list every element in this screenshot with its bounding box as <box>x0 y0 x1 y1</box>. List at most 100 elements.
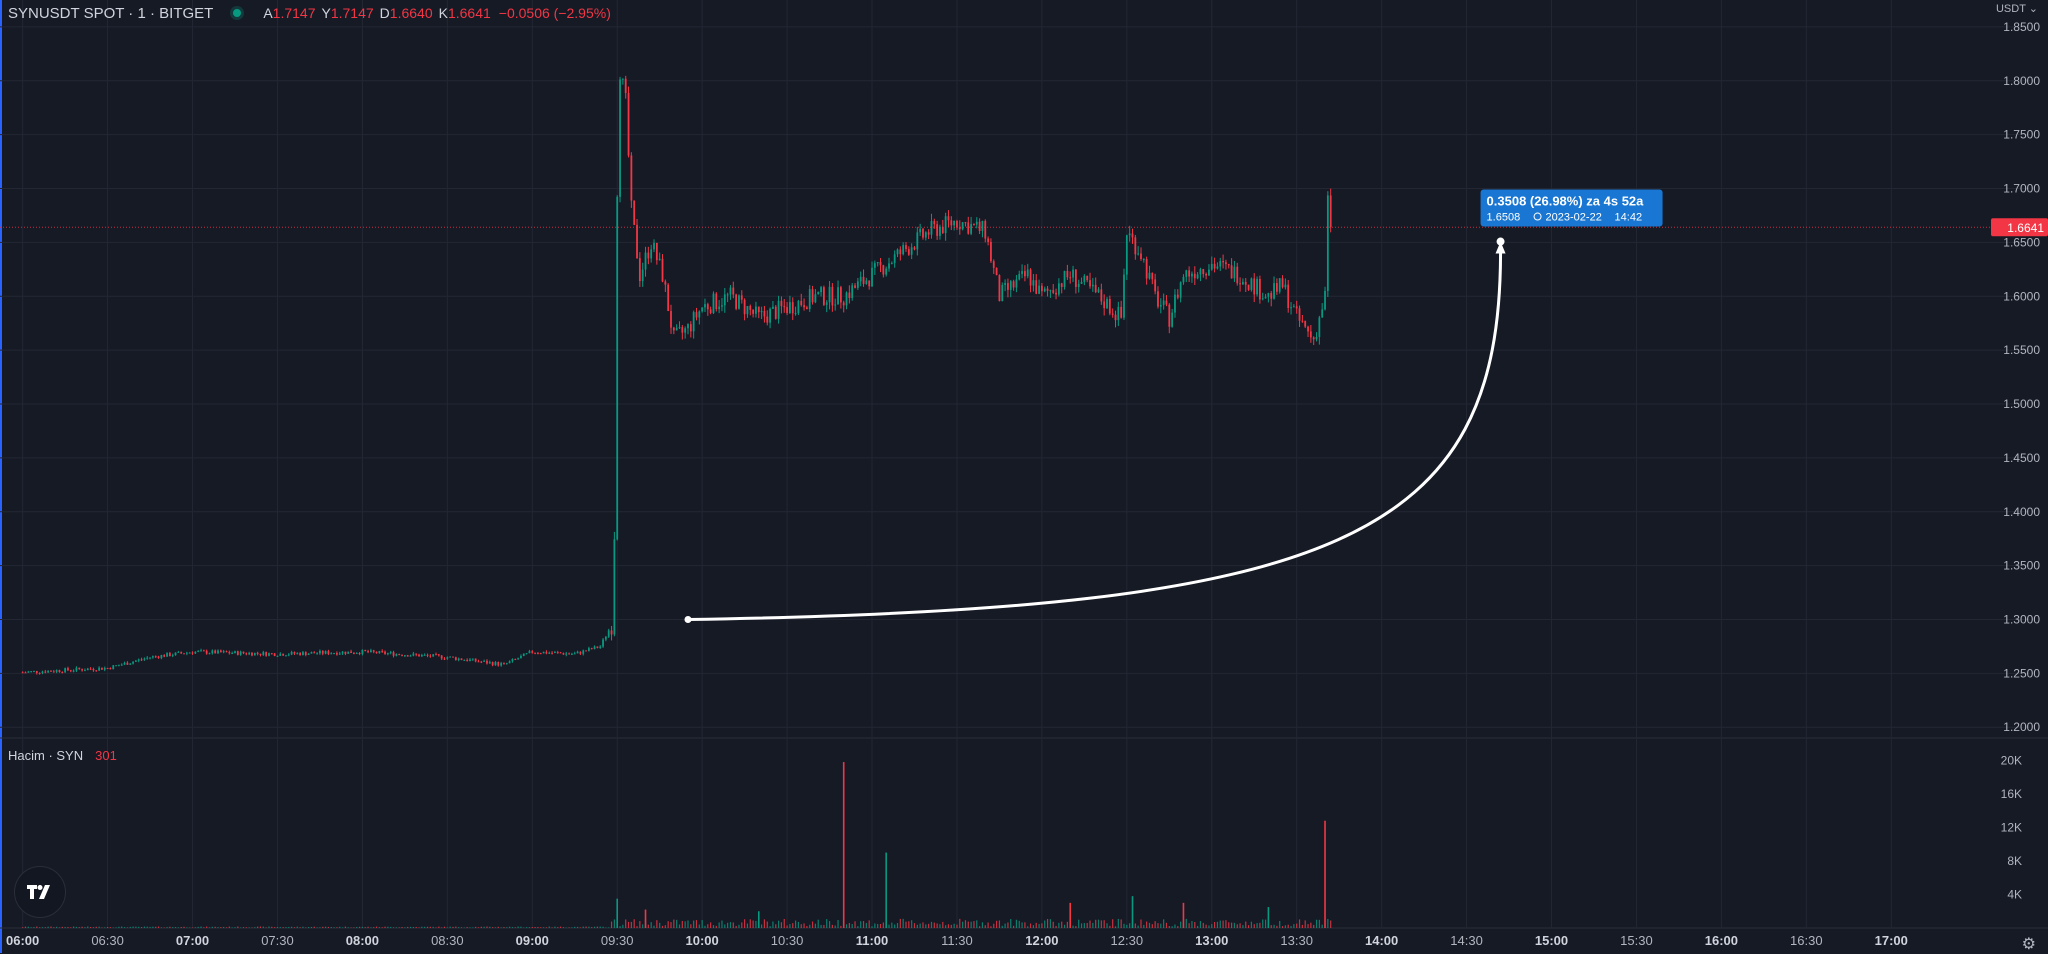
candle-body <box>777 300 780 319</box>
volume-bar <box>576 926 579 928</box>
volume-bar <box>797 921 800 928</box>
candle-body <box>497 662 500 666</box>
volume-bar <box>316 927 318 928</box>
volume-bar <box>902 918 904 928</box>
candle-body <box>984 220 987 239</box>
candle-body <box>1066 270 1069 278</box>
candle-body <box>800 300 803 306</box>
candle-body <box>1145 258 1148 279</box>
volume-bar <box>568 927 570 928</box>
gear-icon[interactable]: ⚙ <box>2021 936 2036 953</box>
candle-body <box>307 653 310 655</box>
volume-bar <box>1233 922 1236 928</box>
volume-bar <box>1157 923 1159 928</box>
time-tick-label: 14:00 <box>1365 933 1398 948</box>
candle-body <box>211 650 214 654</box>
volume-bar <box>1230 922 1233 928</box>
volume-bar <box>370 927 372 928</box>
annotation-subtext: 1.6508 <box>1487 212 1521 224</box>
volume-bar <box>392 927 395 928</box>
volume-bar <box>1106 923 1108 928</box>
candle-body <box>98 667 100 671</box>
candle-body <box>1052 290 1055 293</box>
candle-body <box>171 655 174 657</box>
volume-bar <box>398 927 400 928</box>
price-tick-label: 1.6500 <box>2003 235 2040 249</box>
volume-bar <box>930 921 933 928</box>
symbol-title[interactable]: SYNUSDT SPOT · 1 · BITGET <box>8 4 214 22</box>
candle-body <box>1001 284 1004 302</box>
candle-body <box>735 294 738 309</box>
candle-body <box>1256 279 1258 295</box>
volume-bar <box>1307 924 1309 928</box>
volume-bar <box>92 927 95 928</box>
volume-bar <box>1313 924 1315 928</box>
chevron-down-icon: ⌄ <box>2028 3 2038 15</box>
volume-bar <box>888 924 890 928</box>
volume-bar <box>1284 925 1286 928</box>
volume-bar <box>659 922 661 928</box>
volume-bar <box>333 927 335 928</box>
volume-bar <box>123 927 126 928</box>
candle-body <box>610 630 613 635</box>
currency-selector[interactable]: USDT ⌄ <box>1996 2 2038 15</box>
volume-bar <box>848 922 850 928</box>
volume-bar <box>1151 924 1153 928</box>
candle-body <box>1151 272 1154 280</box>
volume-bar <box>984 925 986 928</box>
volume-bar <box>582 926 584 928</box>
candle-body <box>313 652 316 654</box>
volume-bar <box>322 926 324 928</box>
candle-body <box>916 232 919 250</box>
time-tick-label: 11:00 <box>856 933 889 948</box>
candle-body <box>151 656 154 658</box>
candle-body <box>961 222 964 230</box>
left-edge-bar <box>0 0 2 953</box>
volume-bar <box>905 921 907 928</box>
volume-bar <box>30 927 32 928</box>
candle-body <box>933 221 936 225</box>
tradingview-logo-icon[interactable] <box>14 866 66 918</box>
candle-body <box>1239 283 1241 285</box>
candle-body <box>457 658 460 660</box>
candle-body <box>780 300 783 307</box>
candle-body <box>449 656 452 658</box>
candle-body <box>1154 279 1157 292</box>
volume-bar <box>225 927 228 928</box>
volume-bar <box>1208 925 1210 928</box>
volume-bar <box>704 925 706 928</box>
volume-bar <box>925 924 927 928</box>
volume-bar <box>956 924 958 928</box>
volume-bar <box>118 926 120 928</box>
candle-body <box>234 651 236 654</box>
candle-body <box>333 653 335 655</box>
candle-body <box>1273 283 1275 299</box>
volume-bar <box>1146 921 1148 928</box>
candle-body <box>539 653 542 655</box>
candle-body <box>1208 269 1210 276</box>
volume-bar <box>1163 919 1165 928</box>
volume-bar <box>695 920 698 928</box>
volume-bar <box>1075 926 1077 928</box>
volume-spike <box>1131 896 1134 928</box>
volume-bar <box>891 922 893 928</box>
price-tick-label: 1.8500 <box>2003 20 2040 34</box>
volume-bar <box>1086 922 1088 928</box>
time-tick-label: 06:30 <box>91 933 124 948</box>
candle-body <box>174 652 177 656</box>
time-tick-label: 09:30 <box>601 933 634 948</box>
candle-body <box>480 661 483 663</box>
time-tick-label: 17:00 <box>1875 933 1908 948</box>
volume-bar <box>78 927 80 928</box>
volume-bar <box>401 927 403 928</box>
volume-bar <box>174 927 177 928</box>
volume-bar <box>670 922 672 928</box>
volume-bar <box>1148 922 1151 928</box>
candle-body <box>180 651 183 654</box>
volume-bar <box>588 926 590 928</box>
volume-bar <box>987 922 989 928</box>
candle-body <box>1312 337 1315 340</box>
volume-bar <box>126 927 129 928</box>
candle-body <box>831 286 834 306</box>
